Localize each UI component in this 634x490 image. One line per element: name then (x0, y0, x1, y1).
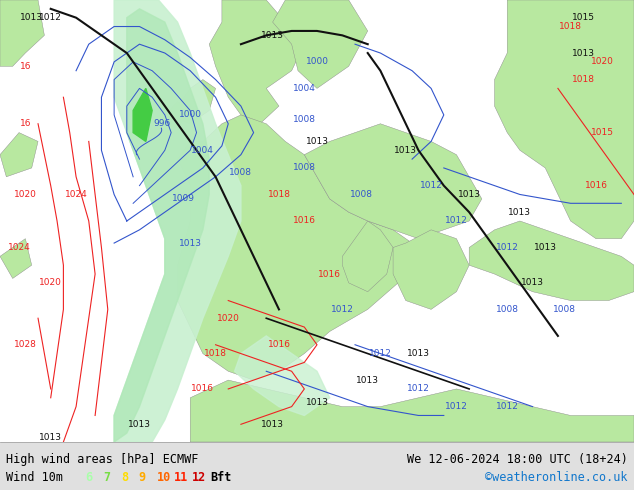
Text: 1016: 1016 (318, 270, 341, 278)
Text: 1000: 1000 (179, 110, 202, 120)
Polygon shape (178, 115, 418, 380)
Text: 1012: 1012 (445, 217, 468, 225)
Polygon shape (0, 0, 44, 66)
Text: 1018: 1018 (559, 22, 582, 31)
Text: 1013: 1013 (572, 49, 595, 57)
Text: 1013: 1013 (306, 398, 328, 407)
Text: 1016: 1016 (268, 340, 290, 349)
Text: 1012: 1012 (407, 385, 430, 393)
Text: 1018: 1018 (204, 349, 227, 358)
Polygon shape (133, 88, 152, 142)
Text: 1008: 1008 (553, 305, 576, 314)
Text: 1018: 1018 (572, 75, 595, 84)
Text: 8: 8 (121, 471, 128, 484)
Polygon shape (304, 124, 482, 239)
Text: 1020: 1020 (39, 278, 62, 287)
Polygon shape (342, 221, 393, 292)
Text: Bft: Bft (210, 471, 231, 484)
Text: 1009: 1009 (172, 195, 195, 203)
Text: 16: 16 (20, 62, 31, 71)
Text: 1013: 1013 (128, 420, 151, 429)
Polygon shape (114, 0, 241, 442)
Text: 1016: 1016 (293, 217, 316, 225)
Text: 1013: 1013 (394, 146, 417, 155)
Polygon shape (495, 0, 634, 239)
Text: 1024: 1024 (8, 243, 30, 252)
Text: 12: 12 (192, 471, 206, 484)
Text: 1012: 1012 (496, 243, 519, 252)
Polygon shape (209, 0, 304, 124)
Text: 1018: 1018 (268, 190, 290, 199)
Text: 1012: 1012 (369, 349, 392, 358)
Text: 1013: 1013 (20, 13, 43, 22)
Text: 1024: 1024 (65, 190, 87, 199)
Text: Wind 10m: Wind 10m (6, 471, 63, 484)
Text: 1016: 1016 (585, 181, 607, 190)
Polygon shape (190, 380, 634, 442)
Text: 1004: 1004 (191, 146, 214, 155)
Text: 1012: 1012 (496, 402, 519, 411)
Text: 1008: 1008 (230, 168, 252, 177)
Text: 1013: 1013 (356, 376, 379, 385)
Text: ©weatheronline.co.uk: ©weatheronline.co.uk (485, 471, 628, 484)
Polygon shape (0, 133, 38, 177)
FancyBboxPatch shape (0, 442, 634, 490)
Text: 1013: 1013 (458, 190, 481, 199)
Text: 1015: 1015 (572, 13, 595, 22)
Text: 10: 10 (157, 471, 171, 484)
Text: 9: 9 (139, 471, 146, 484)
Polygon shape (273, 0, 368, 88)
Text: 1013: 1013 (179, 239, 202, 247)
Text: 1016: 1016 (191, 385, 214, 393)
Text: 1004: 1004 (293, 84, 316, 93)
Polygon shape (178, 79, 216, 124)
Text: 996: 996 (153, 119, 171, 128)
Polygon shape (0, 239, 32, 278)
Text: 1020: 1020 (217, 314, 240, 323)
Text: 1000: 1000 (306, 57, 328, 66)
Text: 1015: 1015 (591, 128, 614, 137)
Text: We 12-06-2024 18:00 UTC (18+24): We 12-06-2024 18:00 UTC (18+24) (407, 453, 628, 466)
Text: 1013: 1013 (521, 278, 544, 287)
Text: 6: 6 (86, 471, 93, 484)
Polygon shape (114, 9, 209, 442)
Text: 1020: 1020 (14, 190, 37, 199)
Polygon shape (469, 221, 634, 300)
Text: 1013: 1013 (306, 137, 328, 146)
Text: 1012: 1012 (420, 181, 443, 190)
Text: 11: 11 (174, 471, 188, 484)
Text: 1013: 1013 (261, 31, 284, 40)
Text: 1008: 1008 (496, 305, 519, 314)
Polygon shape (235, 336, 330, 416)
Text: 1012: 1012 (331, 305, 354, 314)
Polygon shape (393, 230, 469, 309)
Text: 1013: 1013 (407, 349, 430, 358)
Text: 1028: 1028 (14, 340, 37, 349)
Text: 1008: 1008 (293, 164, 316, 172)
Text: 16: 16 (20, 119, 31, 128)
Text: 1008: 1008 (293, 115, 316, 124)
Text: 1012: 1012 (445, 402, 468, 411)
Text: 1020: 1020 (591, 57, 614, 66)
Polygon shape (158, 101, 190, 128)
Text: 1013: 1013 (508, 208, 531, 217)
Text: 1008: 1008 (350, 190, 373, 199)
Text: 1012: 1012 (39, 13, 62, 22)
Text: High wind areas [hPa] ECMWF: High wind areas [hPa] ECMWF (6, 453, 198, 466)
Text: 7: 7 (103, 471, 110, 484)
Text: 1013: 1013 (39, 433, 62, 442)
Text: 1013: 1013 (261, 420, 284, 429)
Text: 1013: 1013 (534, 243, 557, 252)
